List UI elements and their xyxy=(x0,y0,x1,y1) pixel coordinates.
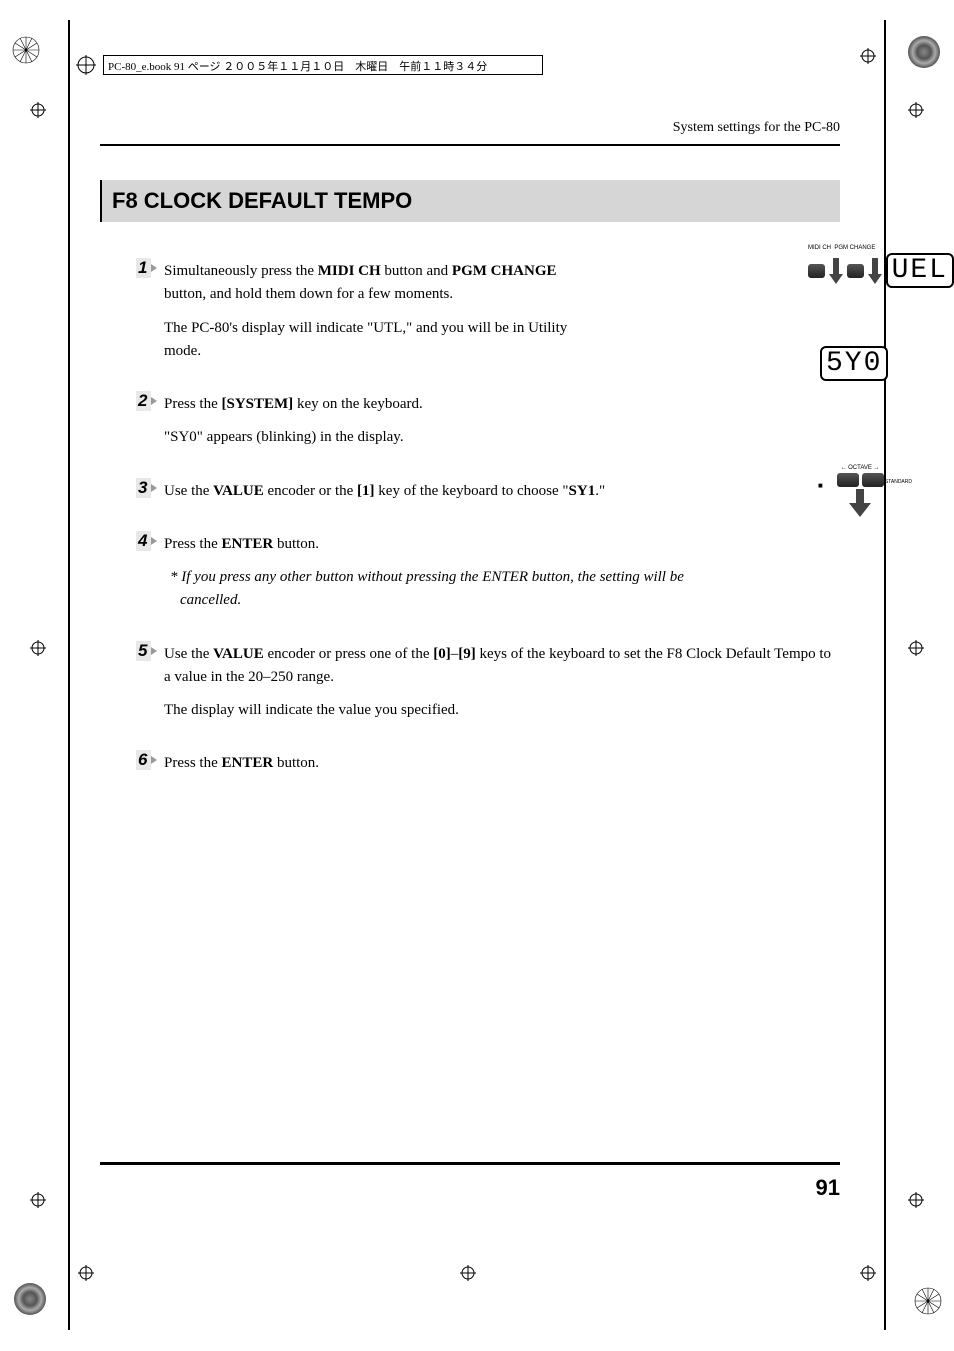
reg-mark-icon xyxy=(908,640,924,656)
reg-mark-icon xyxy=(860,48,876,64)
footer-rule xyxy=(100,1162,840,1165)
step-text: Use the VALUE encoder or the [1] key of … xyxy=(164,480,840,503)
corner-fan-icon xyxy=(914,1287,942,1315)
header-marker-icon xyxy=(76,55,96,75)
illustration-sy0: 5Y0 xyxy=(820,346,896,381)
step-note: * If you press any other button without … xyxy=(164,566,684,613)
octave-label: ← OCTAVE → xyxy=(826,465,894,471)
step-number: 2 xyxy=(136,391,151,411)
illus-labels: MIDI CH PGM CHANGE xyxy=(808,245,954,251)
step-text: Press the ENTER button. xyxy=(164,752,840,775)
segment-display: UEL xyxy=(886,253,954,288)
step-text: The display will indicate the value you … xyxy=(164,699,840,722)
illustration-utl: MIDI CH PGM CHANGE UEL xyxy=(808,245,954,288)
reg-mark-icon xyxy=(30,1192,46,1208)
framemaker-header: PC-80_e.book 91 ページ ２００５年１１月１０日 木曜日 午前１１… xyxy=(103,55,543,75)
midi-ch-button-icon xyxy=(808,264,825,278)
step-number: 1 xyxy=(136,258,151,278)
arrow-icon xyxy=(868,256,881,286)
step-text: Simultaneously press the MIDI CH button … xyxy=(164,260,594,307)
step-number: 4 xyxy=(136,531,151,551)
illustration-octave: ← OCTAVE → ■ STANDARD xyxy=(826,465,894,524)
press-arrow-icon xyxy=(845,489,875,519)
corner-disc-icon xyxy=(14,1283,46,1315)
step-text: The PC-80's display will indicate "UTL,"… xyxy=(164,317,594,364)
pgm-change-button-icon xyxy=(847,264,864,278)
step-number: 6 xyxy=(136,750,151,770)
step-text: "SY0" appears (blinking) in the display. xyxy=(164,426,594,449)
standard-dot: ■ xyxy=(818,481,823,490)
step-5: 5 Use the VALUE encoder or press one of … xyxy=(140,643,840,723)
gutter-right xyxy=(884,20,886,1330)
step-1: 1 Simultaneously press the MIDI CH butto… xyxy=(140,260,840,363)
step-number: 5 xyxy=(136,641,151,661)
gutter-left xyxy=(68,20,70,1330)
step-number: 3 xyxy=(136,478,151,498)
standard-label: STANDARD xyxy=(885,479,912,485)
section-title: F8 CLOCK DEFAULT TEMPO xyxy=(100,180,840,222)
reg-mark-icon xyxy=(908,1192,924,1208)
step-text: Use the VALUE encoder or press one of th… xyxy=(164,643,840,690)
reg-mark-icon xyxy=(30,102,46,118)
reg-mark-icon xyxy=(460,1265,476,1281)
octave-down-button-icon xyxy=(837,473,859,487)
step-text: Press the ENTER button. xyxy=(164,533,684,556)
segment-display: 5Y0 xyxy=(820,346,888,381)
reg-mark-icon xyxy=(860,1265,876,1281)
corner-disc-icon xyxy=(908,36,940,68)
running-head: System settings for the PC-80 xyxy=(100,120,840,136)
step-6: 6 Press the ENTER button. xyxy=(140,752,840,775)
step-text: Press the [SYSTEM] key on the keyboard. xyxy=(164,393,594,416)
page-number: 91 xyxy=(816,1175,840,1201)
step-3: 3 Use the VALUE encoder or the [1] key o… xyxy=(140,480,840,503)
reg-mark-icon xyxy=(30,640,46,656)
octave-up-button-icon xyxy=(862,473,884,487)
header-rule xyxy=(100,144,840,146)
step-2: 2 Press the [SYSTEM] key on the keyboard… xyxy=(140,393,840,450)
arrow-icon xyxy=(829,256,842,286)
step-4: 4 Press the ENTER button. * If you press… xyxy=(140,533,840,613)
corner-fan-icon xyxy=(12,36,40,64)
reg-mark-icon xyxy=(908,102,924,118)
reg-mark-icon xyxy=(78,1265,94,1281)
